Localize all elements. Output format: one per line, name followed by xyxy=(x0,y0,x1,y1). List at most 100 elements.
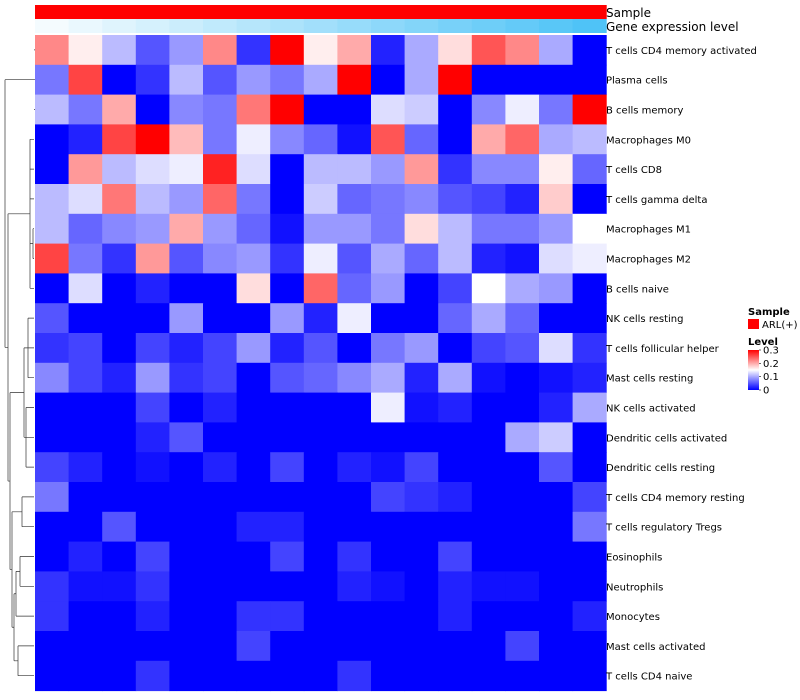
heatmap-cell xyxy=(102,243,137,274)
heatmap-cell xyxy=(68,94,103,125)
heatmap-cell xyxy=(102,452,137,483)
heatmap-cell xyxy=(572,213,607,245)
heatmap-cell xyxy=(471,64,506,96)
heatmap-cell xyxy=(303,452,338,483)
heatmap-cell xyxy=(505,362,540,394)
annotation-sample-cell xyxy=(438,5,473,19)
heatmap-cell xyxy=(102,660,137,692)
heatmap-cell xyxy=(236,362,271,394)
heatmap-cell xyxy=(236,273,271,304)
annotation-expression-cell xyxy=(371,19,406,33)
row-label: Mast cells resting xyxy=(606,374,693,385)
heatmap-cell xyxy=(135,35,170,66)
heatmap-cell xyxy=(236,35,271,66)
heatmap-cell xyxy=(236,511,271,543)
heatmap-cell xyxy=(471,660,506,692)
row-label: T cells CD8 xyxy=(605,165,662,176)
heatmap-cell xyxy=(303,184,338,215)
heatmap-cell xyxy=(572,362,607,394)
heatmap-cell xyxy=(203,184,238,215)
heatmap-cell xyxy=(270,392,305,423)
heatmap-cell xyxy=(270,452,305,483)
heatmap-cell xyxy=(371,243,406,274)
heatmap-cell xyxy=(572,124,607,155)
annotation-expression-cell xyxy=(337,19,372,33)
heatmap-cell xyxy=(270,124,305,155)
heatmap-cell xyxy=(505,422,540,453)
heatmap-cell xyxy=(35,631,70,662)
heatmap-cell xyxy=(539,571,574,602)
heatmap-cell xyxy=(505,303,540,334)
heatmap-cell xyxy=(203,124,238,155)
heatmap-cell xyxy=(303,94,338,125)
heatmap-cell xyxy=(337,571,372,602)
heatmap-cell xyxy=(471,124,506,155)
heatmap-cell xyxy=(135,452,170,483)
heatmap-cell xyxy=(35,243,70,274)
heatmap-cell xyxy=(303,541,338,572)
heatmap-cell xyxy=(505,94,540,125)
heatmap-cell xyxy=(68,392,103,423)
heatmap-cell xyxy=(539,184,574,215)
annotation-sample-cell xyxy=(471,5,506,19)
row-label: Monocytes xyxy=(606,612,660,623)
heatmap-cell xyxy=(471,482,506,513)
heatmap-cell xyxy=(438,124,473,155)
heatmap-cell xyxy=(102,124,137,155)
heatmap-cell xyxy=(303,631,338,662)
heatmap-cell xyxy=(35,571,70,602)
heatmap-cell xyxy=(539,422,574,453)
heatmap-cell xyxy=(270,362,305,394)
heatmap-cell xyxy=(68,452,103,483)
heatmap-cell xyxy=(135,124,170,155)
heatmap-cell xyxy=(337,333,372,364)
heatmap-cell xyxy=(438,422,473,453)
heatmap-cell xyxy=(404,333,439,364)
heatmap-cell xyxy=(404,631,439,662)
heatmap-cell xyxy=(438,631,473,662)
heatmap-cell xyxy=(35,94,70,125)
heatmap-cell xyxy=(68,243,103,274)
heatmap-cell xyxy=(135,94,170,125)
heatmap-cell xyxy=(404,303,439,334)
heatmap-cell xyxy=(68,541,103,572)
heatmap-cell xyxy=(303,511,338,543)
heatmap-cell xyxy=(337,35,372,66)
annotation-sample-cell xyxy=(203,5,238,19)
heatmap-cell xyxy=(337,94,372,125)
heatmap-cell xyxy=(236,660,271,692)
heatmap-cell xyxy=(371,273,406,304)
legend-level-tick-label: 0 xyxy=(763,386,769,397)
heatmap-cell xyxy=(102,601,137,632)
heatmap-cell xyxy=(169,362,204,394)
heatmap-cell xyxy=(203,631,238,662)
heatmap-cell xyxy=(68,124,103,155)
annotation-sample-cell xyxy=(68,5,103,19)
heatmap-cell xyxy=(471,601,506,632)
heatmap-cell xyxy=(303,243,338,274)
heatmap-cell xyxy=(35,392,70,423)
heatmap-cell xyxy=(303,64,338,96)
heatmap-cell xyxy=(236,124,271,155)
row-label: Macrophages M2 xyxy=(606,255,691,266)
heatmap-cell xyxy=(438,64,473,96)
heatmap-cell xyxy=(236,184,271,215)
heatmap-cell xyxy=(236,392,271,423)
heatmap-cell xyxy=(438,541,473,572)
heatmap-cell xyxy=(68,184,103,215)
heatmap-cell xyxy=(203,303,238,334)
annotation-expression-cell xyxy=(35,19,70,33)
heatmap-cell xyxy=(68,601,103,632)
heatmap-cell xyxy=(438,362,473,394)
heatmap-cell xyxy=(539,511,574,543)
heatmap-cell xyxy=(337,303,372,334)
heatmap-cell xyxy=(35,482,70,513)
annotation-sample-cell xyxy=(35,5,70,19)
heatmap-cell xyxy=(404,184,439,215)
heatmap-cell xyxy=(337,64,372,96)
heatmap-cell xyxy=(203,273,238,304)
heatmap-cell xyxy=(371,660,406,692)
heatmap-cell xyxy=(68,482,103,513)
annotation-label-sample: Sample xyxy=(606,6,651,20)
heatmap-cell xyxy=(68,303,103,334)
